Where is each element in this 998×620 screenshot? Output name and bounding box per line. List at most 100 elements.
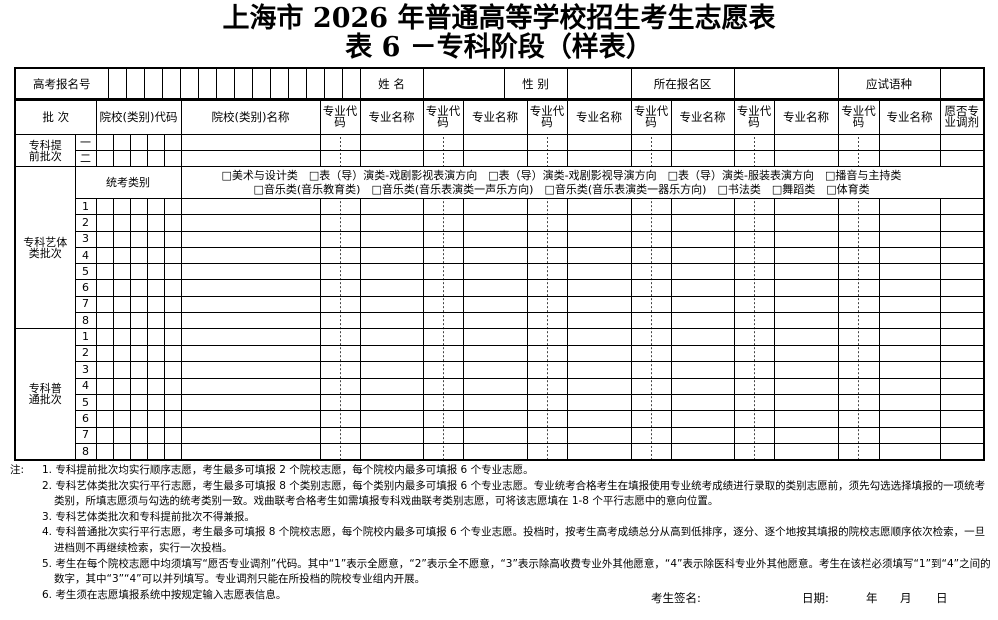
exam-no-digit-field[interactable] — [251, 67, 271, 101]
major-code-field[interactable] — [422, 263, 464, 281]
major-code-field[interactable] — [526, 426, 568, 445]
major-code-field[interactable] — [319, 328, 361, 346]
school-code-digit-field[interactable] — [163, 361, 182, 379]
school-code-digit-field[interactable] — [163, 295, 182, 314]
major-code-field[interactable] — [526, 344, 568, 363]
school-code-digit-field[interactable] — [112, 150, 131, 167]
school-name-field[interactable] — [180, 197, 321, 216]
major-name-field[interactable] — [566, 263, 632, 281]
major-code-field[interactable] — [733, 134, 775, 151]
adjust-field[interactable] — [939, 230, 985, 248]
school-code-digit-field[interactable] — [146, 246, 165, 265]
major-code-field[interactable] — [526, 295, 568, 314]
major-code-field[interactable] — [319, 134, 361, 151]
school-code-digit-field[interactable] — [146, 295, 165, 314]
category-checkbox[interactable]: □表（导）演类-戏剧影视表演方向 — [308, 168, 478, 182]
exam-no-digit-field[interactable] — [269, 67, 289, 101]
major-name-field[interactable] — [359, 328, 424, 346]
major-name-field[interactable] — [878, 197, 941, 216]
school-code-digit-field[interactable] — [163, 312, 182, 330]
school-code-digit-field[interactable] — [112, 263, 131, 281]
exam-no-digit-field[interactable] — [143, 67, 163, 101]
school-code-digit-field[interactable] — [146, 150, 165, 167]
school-code-digit-field[interactable] — [129, 312, 148, 330]
major-code-field[interactable] — [733, 393, 775, 412]
school-code-digit-field[interactable] — [146, 344, 165, 363]
major-name-field[interactable] — [462, 426, 528, 445]
major-name-field[interactable] — [773, 361, 839, 379]
major-code-field[interactable] — [526, 214, 568, 232]
major-name-field[interactable] — [359, 410, 424, 428]
major-name-field[interactable] — [566, 150, 632, 167]
school-code-digit-field[interactable] — [129, 214, 148, 232]
major-code-field[interactable] — [319, 279, 361, 297]
school-code-digit-field[interactable] — [163, 443, 182, 461]
major-code-field[interactable] — [837, 443, 880, 461]
school-code-digit-field[interactable] — [129, 443, 148, 461]
major-name-field[interactable] — [773, 426, 839, 445]
school-name-field[interactable] — [180, 279, 321, 297]
major-code-field[interactable] — [733, 279, 775, 297]
major-name-field[interactable] — [773, 377, 839, 395]
major-name-field[interactable] — [462, 410, 528, 428]
major-code-field[interactable] — [630, 134, 672, 151]
major-name-field[interactable] — [566, 230, 632, 248]
major-code-field[interactable] — [422, 361, 464, 379]
major-name-field[interactable] — [878, 312, 941, 330]
school-code-digit-field[interactable] — [112, 393, 131, 412]
school-code-digit-field[interactable] — [95, 246, 114, 265]
adjust-field[interactable] — [939, 426, 985, 445]
gender-field[interactable] — [566, 67, 632, 101]
category-checkbox[interactable]: □书法类 — [717, 182, 761, 196]
school-code-digit-field[interactable] — [112, 246, 131, 265]
major-code-field[interactable] — [422, 246, 464, 265]
adjust-field[interactable] — [939, 246, 985, 265]
major-name-field[interactable] — [462, 344, 528, 363]
major-name-field[interactable] — [566, 312, 632, 330]
major-code-field[interactable] — [837, 197, 880, 216]
major-code-field[interactable] — [422, 443, 464, 461]
major-name-field[interactable] — [773, 410, 839, 428]
school-code-digit-field[interactable] — [112, 295, 131, 314]
major-code-field[interactable] — [422, 230, 464, 248]
school-code-digit-field[interactable] — [129, 344, 148, 363]
category-checkbox[interactable]: □音乐类(音乐表演类一器乐方向) — [544, 182, 707, 196]
major-code-field[interactable] — [526, 246, 568, 265]
school-code-digit-field[interactable] — [163, 279, 182, 297]
major-code-field[interactable] — [422, 295, 464, 314]
major-name-field[interactable] — [878, 426, 941, 445]
major-code-field[interactable] — [733, 443, 775, 461]
major-name-field[interactable] — [566, 443, 632, 461]
major-code-field[interactable] — [837, 361, 880, 379]
school-name-field[interactable] — [180, 410, 321, 428]
major-name-field[interactable] — [566, 134, 632, 151]
school-code-digit-field[interactable] — [129, 426, 148, 445]
major-code-field[interactable] — [733, 230, 775, 248]
major-name-field[interactable] — [773, 443, 839, 461]
school-code-digit-field[interactable] — [95, 312, 114, 330]
major-name-field[interactable] — [566, 197, 632, 216]
school-code-digit-field[interactable] — [129, 246, 148, 265]
major-name-field[interactable] — [670, 134, 735, 151]
school-code-digit-field[interactable] — [163, 246, 182, 265]
major-name-field[interactable] — [359, 344, 424, 363]
major-code-field[interactable] — [837, 312, 880, 330]
major-code-field[interactable] — [422, 426, 464, 445]
school-code-digit-field[interactable] — [112, 426, 131, 445]
major-name-field[interactable] — [566, 377, 632, 395]
major-name-field[interactable] — [878, 263, 941, 281]
school-code-digit-field[interactable] — [129, 279, 148, 297]
major-name-field[interactable] — [462, 443, 528, 461]
school-code-digit-field[interactable] — [112, 134, 131, 151]
adjust-field[interactable] — [939, 214, 985, 232]
school-code-digit-field[interactable] — [95, 443, 114, 461]
school-code-digit-field[interactable] — [95, 410, 114, 428]
major-name-field[interactable] — [878, 246, 941, 265]
adjust-field[interactable] — [939, 443, 985, 461]
exam-no-digit-field[interactable] — [179, 67, 199, 101]
major-code-field[interactable] — [837, 230, 880, 248]
major-name-field[interactable] — [359, 150, 424, 167]
major-code-field[interactable] — [630, 312, 672, 330]
major-code-field[interactable] — [319, 410, 361, 428]
major-name-field[interactable] — [773, 263, 839, 281]
